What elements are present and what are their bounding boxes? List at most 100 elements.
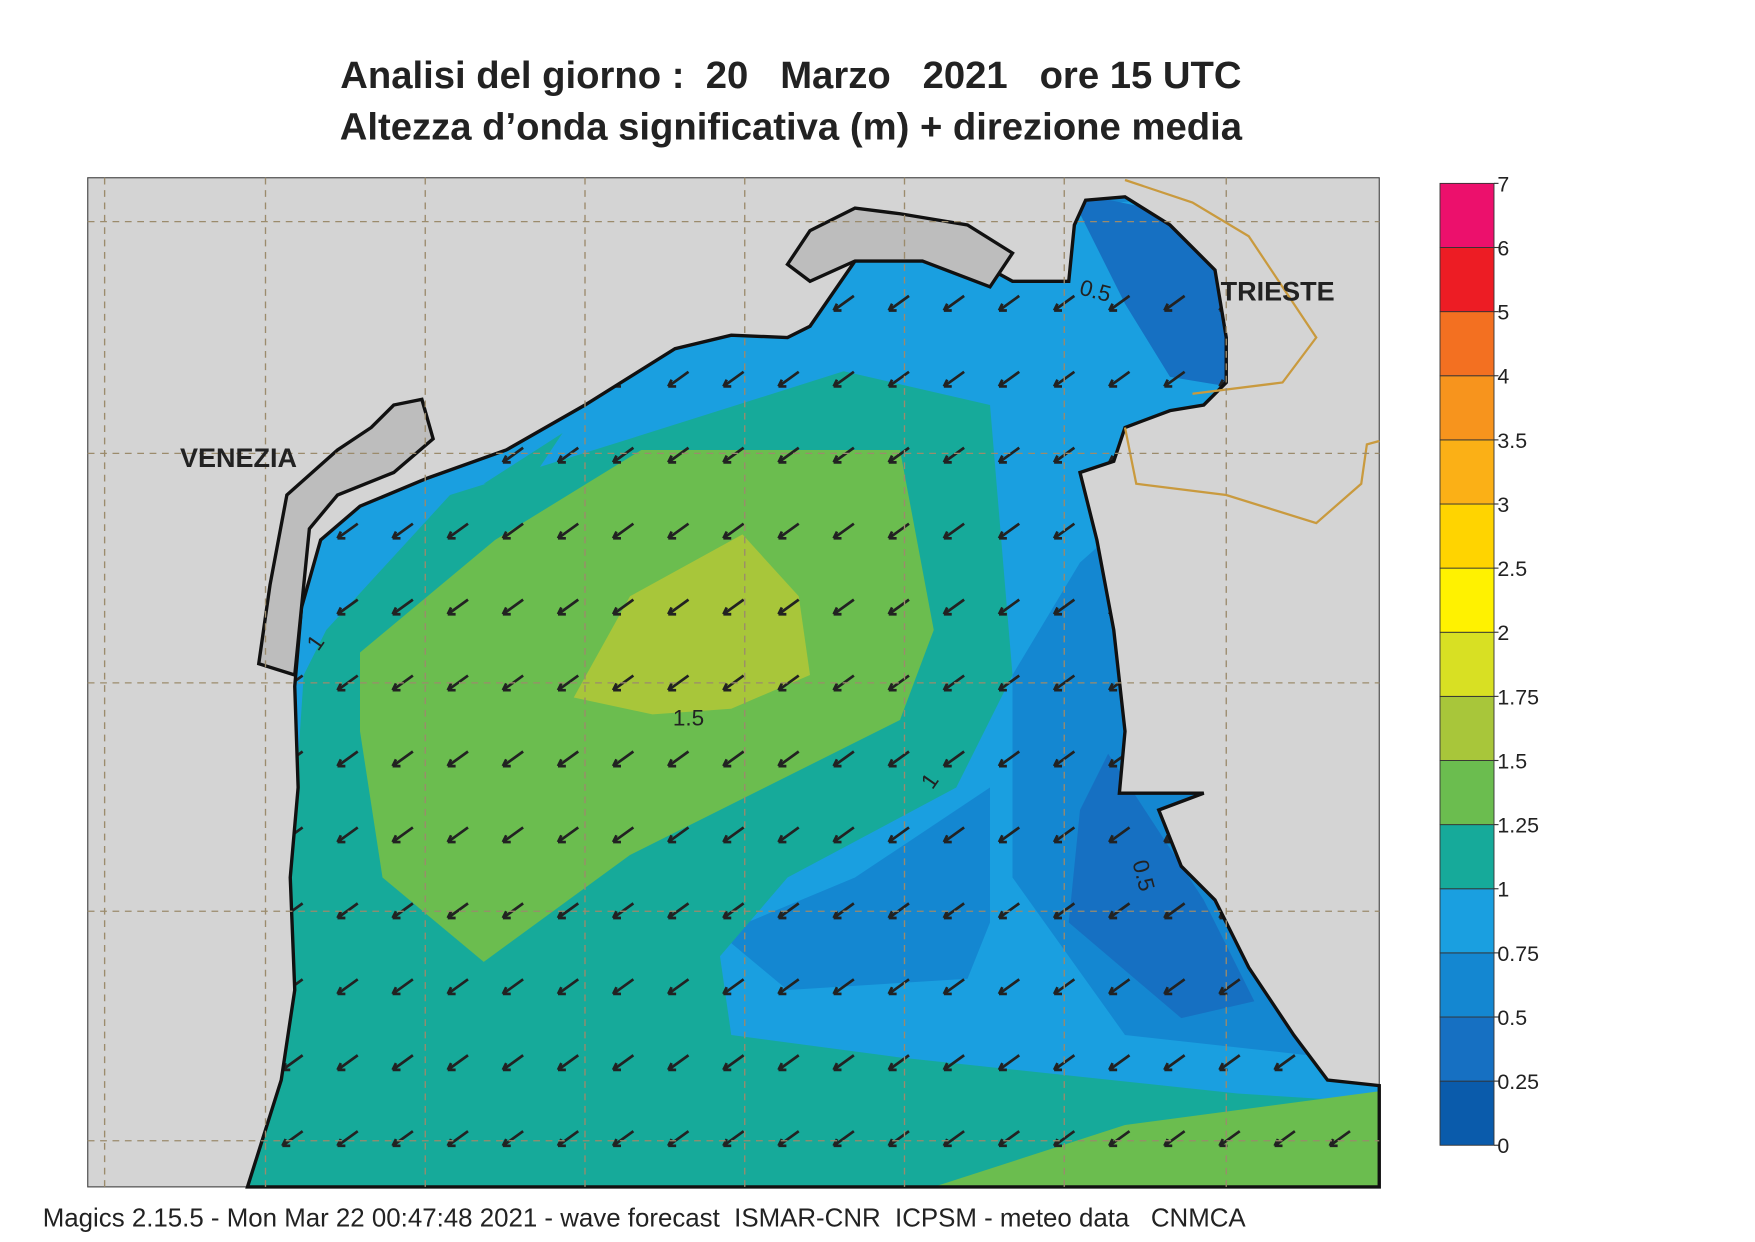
arrow	[556, 1054, 580, 1072]
arrow	[667, 370, 690, 388]
arrow	[887, 1130, 910, 1148]
land-lagoon-venezia	[256, 397, 436, 678]
colorbar-label: 7	[1497, 172, 1509, 196]
arrow	[832, 370, 855, 388]
colorbar-label: 1.25	[1497, 814, 1539, 838]
arrow	[1108, 370, 1131, 388]
colorbar-band	[1439, 760, 1495, 826]
arrow	[887, 826, 910, 844]
arrow	[1328, 1130, 1351, 1148]
arrow	[501, 826, 524, 844]
place-label: TRIESTE	[1221, 276, 1335, 306]
arrow	[887, 598, 910, 616]
arrow	[832, 750, 855, 768]
arrow	[777, 750, 800, 768]
arrow	[391, 1054, 414, 1072]
arrow	[611, 826, 635, 844]
arrow	[942, 750, 965, 768]
arrow	[501, 750, 524, 768]
contour-label: 1.5	[673, 706, 704, 731]
arrow	[667, 674, 690, 692]
arrow	[997, 1054, 1021, 1072]
arrow	[556, 598, 580, 616]
arrow	[1163, 978, 1186, 996]
arrow	[722, 826, 745, 844]
arrow	[832, 826, 855, 844]
arrow	[611, 750, 635, 768]
arrow	[942, 1054, 965, 1072]
arrow	[942, 446, 965, 464]
arrow	[887, 978, 910, 996]
border	[1123, 178, 1380, 525]
arrow	[446, 598, 469, 616]
colorbar-band	[1439, 824, 1495, 890]
colorbar-band	[1439, 247, 1495, 313]
arrow	[722, 522, 745, 540]
arrow	[336, 750, 359, 768]
arrow	[446, 826, 469, 844]
arrow	[1163, 1054, 1186, 1072]
title: Analisi del giorno : 20 Marzo 2021 ore 1…	[340, 54, 1241, 97]
arrow	[997, 446, 1021, 464]
colorbar-label: 5	[1497, 301, 1509, 325]
arrow	[722, 1054, 745, 1072]
arrow	[1108, 294, 1131, 312]
arrow	[997, 1130, 1021, 1148]
footer: Magics 2.15.5 - Mon Mar 22 00:47:48 2021…	[43, 1204, 1247, 1232]
arrow	[1052, 750, 1076, 768]
arrow	[391, 978, 414, 996]
arrow	[667, 750, 690, 768]
arrow	[611, 446, 635, 464]
arrow	[391, 750, 414, 768]
arrow	[501, 1054, 524, 1072]
arrow	[887, 294, 910, 312]
colorbar-label: 6	[1497, 236, 1509, 260]
arrow	[391, 1130, 414, 1148]
arrow	[556, 522, 580, 540]
arrow	[336, 978, 359, 996]
arrow	[1163, 370, 1186, 388]
arrow	[777, 826, 800, 844]
arrow	[1108, 826, 1131, 844]
colorbar-band	[1439, 1016, 1495, 1082]
arrow	[1163, 294, 1186, 312]
arrow	[281, 1130, 304, 1148]
arrow	[777, 902, 800, 920]
arrow	[501, 446, 524, 464]
arrow	[501, 1130, 524, 1148]
colorbar-label: 1	[1497, 878, 1509, 902]
arrow	[997, 750, 1021, 768]
colorbar-label: 1.75	[1497, 685, 1539, 709]
place-label: VENEZIA	[180, 443, 297, 473]
arrow	[777, 446, 800, 464]
arrow	[556, 750, 580, 768]
arrow	[1108, 1054, 1131, 1072]
colorbar-band	[1439, 567, 1495, 633]
arrow	[611, 598, 635, 616]
arrow	[667, 522, 690, 540]
arrow	[611, 978, 635, 996]
colorbar-band	[1439, 695, 1495, 761]
arrow	[501, 598, 524, 616]
arrow	[887, 1054, 910, 1072]
colorbar-label: 4	[1497, 365, 1509, 389]
colorbar-band	[1439, 1080, 1495, 1146]
arrow	[722, 1130, 745, 1148]
arrow	[832, 446, 855, 464]
arrow	[336, 1054, 359, 1072]
zone-15-175	[573, 534, 810, 715]
colorbar-label: 2	[1497, 621, 1509, 645]
arrow	[832, 294, 855, 312]
arrow	[722, 978, 745, 996]
arrow	[832, 598, 855, 616]
arrow	[777, 1054, 800, 1072]
arrow	[887, 446, 910, 464]
arrow	[1218, 978, 1241, 996]
colorbar-label: 0.5	[1497, 1006, 1527, 1030]
arrow	[391, 598, 414, 616]
arrow	[611, 522, 635, 540]
arrow	[1108, 978, 1131, 996]
arrow	[501, 522, 524, 540]
arrow	[391, 826, 414, 844]
